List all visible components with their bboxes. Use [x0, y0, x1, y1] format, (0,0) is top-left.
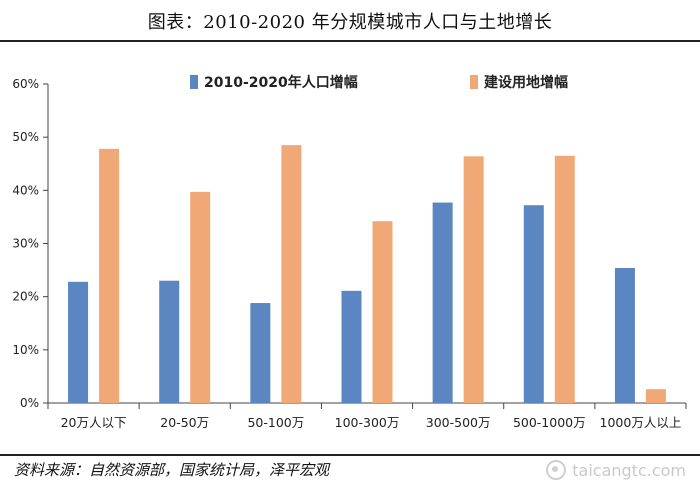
page-title: 图表：2010-2020 年分规模城市人口与土地增长 — [147, 12, 553, 33]
source-rule — [0, 454, 700, 456]
x-category-label: 20万人以下 — [61, 415, 127, 430]
population-growth-bar — [159, 280, 180, 403]
population-growth-bar — [68, 281, 89, 403]
y-tick-label: 10% — [12, 343, 39, 357]
legend-label-population: 2010-2020年人口增幅 — [204, 74, 358, 91]
land-growth-bar — [645, 389, 666, 403]
population-growth-bar — [432, 202, 453, 403]
legend-label-land: 建设用地增幅 — [484, 74, 568, 91]
land-growth-bar — [99, 148, 120, 403]
population-growth-bar — [614, 267, 635, 403]
watermark-icon — [546, 460, 567, 480]
chart-area: 0% 10% 20% 30% 40% 50% 60% 20万人以下 20-50万 50-100万 1… — [0, 42, 700, 452]
y-tick-label: 40% — [12, 183, 39, 197]
y-tick-label: 0% — [20, 396, 39, 410]
bar-chart: 0% 10% 20% 30% 40% 50% 60% 20万人以下 20-50万 50-100万 1… — [12, 74, 687, 430]
watermark: taicangtc.com — [546, 460, 686, 480]
x-category-label: 20-50万 — [160, 415, 209, 430]
x-category-label: 1000万人以上 — [600, 415, 682, 430]
source-note: 资料来源：自然资源部，国家统计局，泽平宏观 — [14, 461, 330, 479]
land-growth-bar — [281, 145, 302, 403]
legend-swatch-population — [190, 75, 198, 89]
x-category-label: 500-1000万 — [513, 415, 586, 430]
population-growth-bar — [341, 290, 362, 403]
population-growth-bar — [250, 303, 271, 403]
land-growth-bar — [372, 221, 393, 403]
x-category-label: 100-300万 — [335, 415, 400, 430]
y-tick-label: 20% — [12, 290, 39, 304]
title-rule — [0, 40, 700, 42]
y-tick-label: 30% — [12, 237, 39, 251]
x-category-label: 50-100万 — [247, 415, 304, 430]
x-category-label: 300-500万 — [426, 415, 491, 430]
y-tick-label: 60% — [12, 77, 39, 91]
legend-swatch-land — [470, 75, 478, 89]
land-growth-bar — [554, 155, 575, 403]
land-growth-bar — [463, 156, 484, 403]
land-growth-bar — [190, 191, 211, 403]
population-growth-bar — [523, 205, 544, 403]
y-tick-label: 50% — [12, 130, 39, 144]
watermark-text: taicangtc.com — [572, 460, 686, 480]
